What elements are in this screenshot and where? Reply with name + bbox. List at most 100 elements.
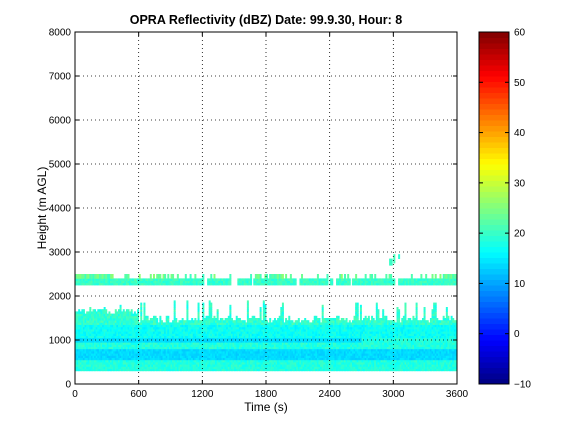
reflectivity-cell <box>347 333 350 336</box>
reflectivity-cell <box>152 342 155 345</box>
reflectivity-cell <box>345 335 348 339</box>
reflectivity-cell <box>172 366 175 369</box>
reflectivity-cell <box>224 353 227 356</box>
reflectivity-cell <box>286 331 289 334</box>
reflectivity-cell <box>224 278 227 281</box>
reflectivity-cell <box>76 335 79 339</box>
reflectivity-cell <box>343 362 346 365</box>
reflectivity-cell <box>339 335 342 339</box>
reflectivity-cell <box>313 357 316 361</box>
reflectivity-cell <box>304 320 307 323</box>
reflectivity-cell <box>218 322 221 325</box>
reflectivity-cell <box>207 278 210 281</box>
reflectivity-cell <box>278 346 281 350</box>
reflectivity-cell <box>251 353 254 356</box>
reflectivity-cell <box>253 329 256 332</box>
reflectivity-cell <box>183 368 186 372</box>
reflectivity-cell <box>275 274 278 279</box>
reflectivity-cell <box>312 333 315 336</box>
reflectivity-cell <box>248 337 251 341</box>
reflectivity-cell <box>127 320 130 323</box>
reflectivity-cell <box>288 278 291 281</box>
reflectivity-cell <box>205 324 208 328</box>
reflectivity-cell <box>258 335 261 339</box>
reflectivity-cell <box>283 324 286 328</box>
reflectivity-cell <box>269 337 272 341</box>
reflectivity-cell <box>259 309 262 312</box>
reflectivity-cell <box>234 331 237 334</box>
reflectivity-cell <box>172 368 175 372</box>
reflectivity-cell <box>340 280 343 284</box>
reflectivity-cell <box>205 357 208 361</box>
reflectivity-cell <box>351 335 354 339</box>
reflectivity-cell <box>124 326 127 330</box>
reflectivity-cell <box>146 355 149 358</box>
reflectivity-cell <box>251 329 254 332</box>
reflectivity-cell <box>258 333 261 336</box>
reflectivity-cell <box>272 359 275 363</box>
reflectivity-cell <box>130 278 133 281</box>
reflectivity-cell <box>211 331 214 334</box>
reflectivity-cell <box>262 348 265 352</box>
reflectivity-cell <box>243 344 246 347</box>
reflectivity-cell <box>277 359 280 363</box>
reflectivity-cell <box>164 280 167 284</box>
reflectivity-cell <box>240 357 243 361</box>
reflectivity-cell <box>288 340 291 343</box>
reflectivity-cell <box>140 307 143 310</box>
reflectivity-cell <box>148 324 151 328</box>
reflectivity-cell <box>321 320 324 323</box>
reflectivity-cell <box>216 342 219 345</box>
reflectivity-cell <box>343 364 346 367</box>
reflectivity-cell <box>248 329 251 332</box>
reflectivity-cell <box>221 333 224 336</box>
reflectivity-cell <box>180 331 183 334</box>
reflectivity-cell <box>76 320 79 323</box>
reflectivity-cell <box>127 278 130 281</box>
reflectivity-cell <box>102 357 105 361</box>
reflectivity-cell <box>246 307 249 310</box>
reflectivity-cell <box>215 362 218 365</box>
reflectivity-cell <box>168 359 171 363</box>
reflectivity-cell <box>270 342 273 345</box>
reflectivity-cell <box>78 278 81 281</box>
reflectivity-cell <box>98 344 101 347</box>
reflectivity-cell <box>334 340 337 343</box>
reflectivity-cell <box>350 342 353 345</box>
reflectivity-cell <box>119 346 122 350</box>
reflectivity-cell <box>242 364 245 367</box>
reflectivity-cell <box>167 364 170 367</box>
chart-title: OPRA Reflectivity (dBZ) Date: 99.9.30, H… <box>130 13 403 27</box>
reflectivity-cell <box>323 280 326 284</box>
reflectivity-cell <box>152 315 155 319</box>
reflectivity-cell <box>178 364 181 367</box>
reflectivity-cell <box>152 278 155 281</box>
reflectivity-cell <box>297 366 300 369</box>
reflectivity-cell <box>184 342 187 345</box>
reflectivity-cell <box>297 342 300 345</box>
reflectivity-cell <box>164 342 167 345</box>
reflectivity-cell <box>348 348 351 352</box>
reflectivity-cell <box>78 362 81 365</box>
reflectivity-cell <box>230 322 233 325</box>
reflectivity-cell <box>216 333 219 336</box>
reflectivity-cell <box>342 368 345 372</box>
reflectivity-cell <box>84 359 87 363</box>
reflectivity-cell <box>183 342 186 345</box>
reflectivity-cell <box>160 282 163 286</box>
reflectivity-cell <box>167 346 170 350</box>
reflectivity-cell <box>234 357 237 361</box>
reflectivity-cell <box>324 333 327 336</box>
reflectivity-cell <box>240 331 243 334</box>
reflectivity-cell <box>197 335 200 339</box>
reflectivity-cell <box>151 318 154 321</box>
reflectivity-cell <box>232 364 235 367</box>
reflectivity-cell <box>170 324 173 328</box>
reflectivity-cell <box>103 348 106 352</box>
reflectivity-cell <box>97 348 100 352</box>
reflectivity-cell <box>135 357 138 361</box>
reflectivity-cell <box>315 333 318 336</box>
reflectivity-cell <box>270 348 273 352</box>
reflectivity-cell <box>97 337 100 341</box>
reflectivity-cell <box>213 278 216 281</box>
